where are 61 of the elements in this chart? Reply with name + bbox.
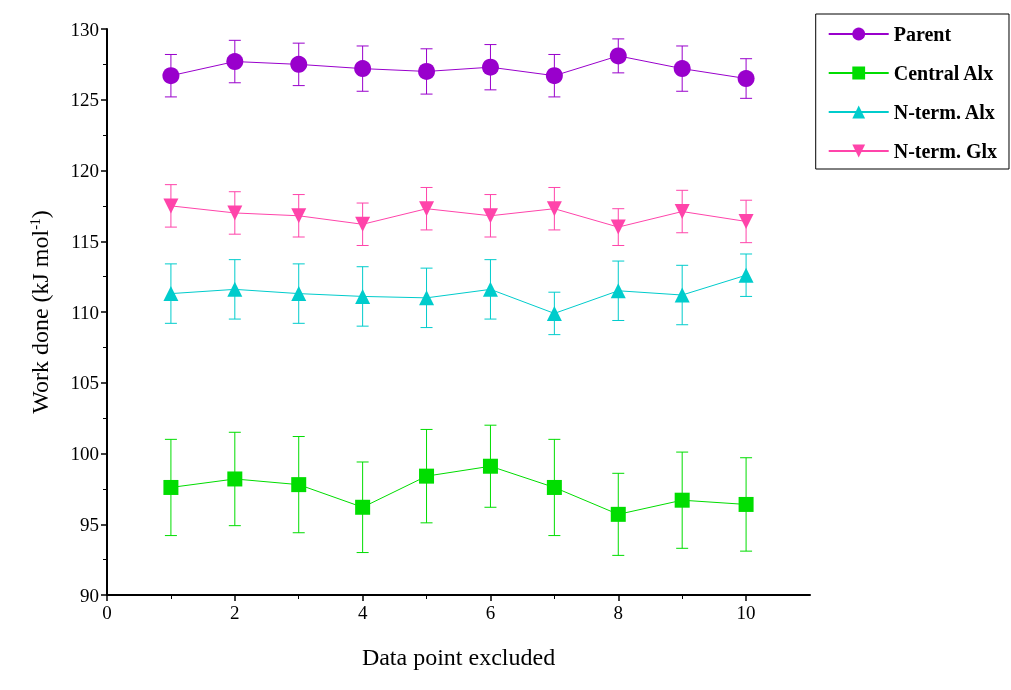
point [482,458,498,474]
point [674,204,690,220]
point [738,496,754,512]
point [163,286,179,302]
point [227,471,243,487]
x-tick-label: 0 [102,602,112,623]
point [673,60,691,78]
point [545,67,563,85]
point [418,62,436,80]
legend-label: Central Alx [893,62,994,84]
point [290,55,308,73]
point [355,499,371,515]
point [738,213,754,229]
point [291,286,307,302]
point [419,468,435,484]
point [481,58,499,76]
x-tick-label: 10 [736,602,756,623]
legend-label: Parent [893,23,952,45]
y-tick-label: 90 [80,584,99,606]
y-tick-label: 95 [80,513,99,535]
point [674,492,690,508]
point [226,53,244,71]
point [355,216,371,232]
point [674,287,690,303]
y-tick-label: 105 [70,372,99,394]
point [355,288,371,304]
point [609,47,627,65]
point [354,60,372,78]
point [610,219,626,235]
y-axis-title: Work done (kJ mol-1) [27,210,53,414]
x-tick-label: 6 [485,602,496,623]
point [546,479,562,495]
point [163,479,179,495]
point [610,283,626,299]
point [482,281,498,297]
x-tick-label: 2 [230,602,240,623]
y-tick-label: 130 [70,18,99,40]
y-tick-label: 100 [70,443,99,464]
point [163,198,179,214]
point [419,290,435,306]
point [291,208,307,224]
x-tick-label: 8 [613,602,624,623]
point [546,201,562,217]
point [162,67,180,85]
legend-label: N-term. Alx [893,101,995,123]
point [227,281,243,297]
x-tick-label: 4 [357,602,368,623]
y-tick-label: 115 [71,230,99,252]
point [291,477,307,493]
point [610,506,626,522]
point [419,201,435,217]
y-tick-label: 110 [71,301,99,323]
y-tick-label: 120 [70,160,99,181]
x-axis-title: Data point excluded [361,644,556,670]
point [482,208,498,224]
point [546,305,562,321]
y-tick-label: 125 [70,89,99,111]
legend-label: N-term. Glx [893,140,998,162]
point [738,267,754,283]
point [227,205,243,221]
point [737,70,755,88]
